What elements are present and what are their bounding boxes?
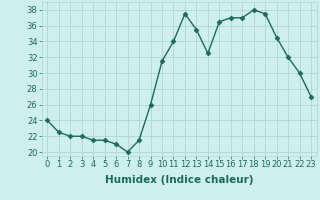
X-axis label: Humidex (Indice chaleur): Humidex (Indice chaleur)	[105, 175, 253, 185]
